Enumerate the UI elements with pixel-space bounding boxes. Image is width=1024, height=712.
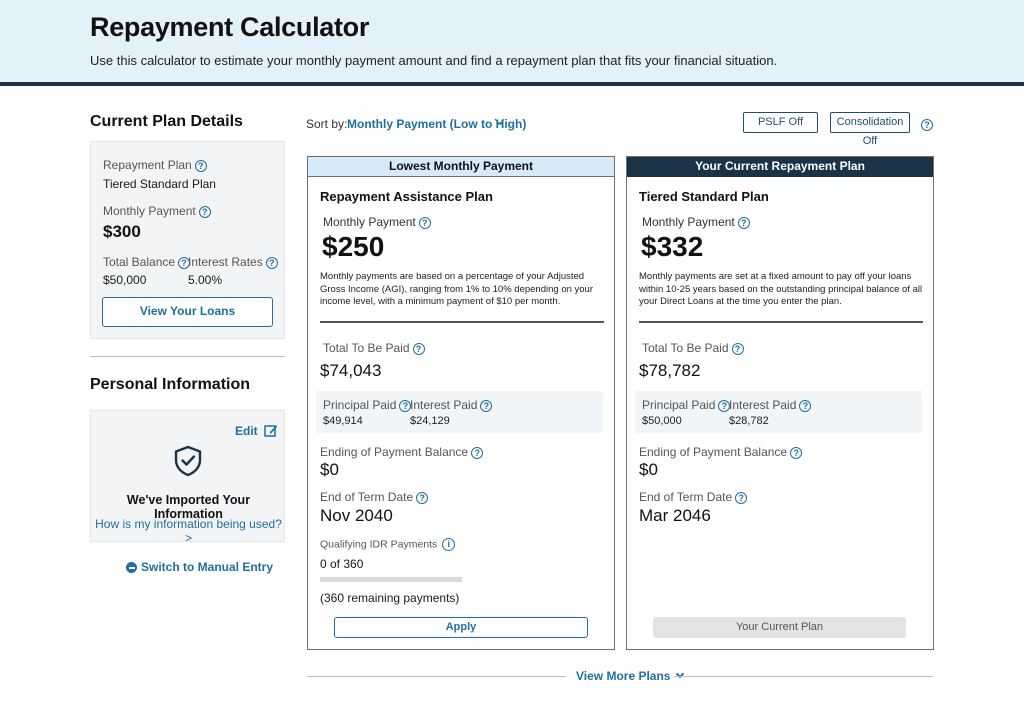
principal-paid-label: Principal Paid? <box>323 398 412 412</box>
repayment-plan-label: Repayment Plan? <box>103 158 207 172</box>
help-icon[interactable]: ? <box>480 399 493 412</box>
plan-card-tiered-standard: Your Current Repayment Plan Tiered Stand… <box>626 156 934 650</box>
help-icon[interactable]: ? <box>418 216 431 229</box>
info-usage-link[interactable]: How is my information being used? > <box>95 517 282 545</box>
plan-name: Repayment Assistance Plan <box>320 189 493 204</box>
imported-heading: We've Imported Your Information <box>126 493 251 521</box>
view-more-plans-button[interactable]: View More Plans <box>576 669 685 683</box>
idr-progress-bar <box>320 577 462 582</box>
help-icon[interactable]: ? <box>265 256 278 269</box>
monthly-payment-value: $300 <box>103 222 141 241</box>
ending-balance-label: Ending of Payment Balance? <box>320 445 484 459</box>
repayment-plan-value: Tiered Standard Plan <box>103 177 216 191</box>
plan-name: Tiered Standard Plan <box>639 189 769 204</box>
help-icon[interactable]: ? <box>178 256 191 269</box>
end-term-label: End of Term Date? <box>639 490 748 504</box>
edit-icon <box>264 424 278 440</box>
qualifying-idr-value: 0 of 360 <box>320 557 364 571</box>
end-term-value: Nov 2040 <box>320 506 393 525</box>
help-icon[interactable]: ? <box>412 342 425 355</box>
help-icon[interactable]: ? <box>731 342 744 355</box>
consolidation-toggle[interactable]: Consolidation Off <box>830 112 910 147</box>
end-term-label: End of Term Date? <box>320 490 429 504</box>
principal-paid-value: $50,000 <box>642 415 682 427</box>
divider <box>90 356 285 357</box>
interest-paid-value: $24,129 <box>410 415 450 427</box>
lowest-payment-badge: Lowest Monthly Payment <box>308 157 614 177</box>
switch-manual-entry-link[interactable]: Switch to Manual Entry <box>126 560 273 574</box>
your-current-plan-button: Your Current Plan <box>653 617 906 638</box>
plan-card-repayment-assistance: Lowest Monthly Payment Repayment Assista… <box>307 156 615 650</box>
plan-description: Monthly payments are set at a fixed amou… <box>639 271 923 307</box>
interest-rates-value: 5.00% <box>188 273 223 287</box>
total-paid-label: Total To Be Paid? <box>323 341 425 355</box>
help-icon[interactable]: ? <box>198 205 211 218</box>
edit-link[interactable]: Edit <box>235 424 278 440</box>
monthly-payment-value: $332 <box>641 231 704 262</box>
page-title: Repayment Calculator <box>90 12 370 42</box>
sort-label: Sort by: <box>306 117 348 131</box>
interest-rates-label: Interest Rates? <box>188 255 278 269</box>
current-plan-card: Repayment Plan? Tiered Standard Plan Mon… <box>90 141 285 339</box>
total-balance-label: Total Balance? <box>103 255 191 269</box>
total-paid-value: $74,043 <box>320 361 382 380</box>
page-header: Repayment Calculator Use this calculator… <box>0 0 1024 86</box>
interest-paid-label: Interest Paid? <box>729 398 812 412</box>
help-icon[interactable]: ? <box>921 116 933 134</box>
view-your-loans-button[interactable]: View Your Loans <box>102 297 273 327</box>
pslf-toggle[interactable]: PSLF Off <box>743 112 818 133</box>
shield-check-icon <box>173 445 203 482</box>
ending-balance-label: Ending of Payment Balance? <box>639 445 803 459</box>
current-plan-heading: Current Plan Details <box>90 113 243 130</box>
principal-interest-panel: Principal Paid? $50,000 Interest Paid? $… <box>635 391 922 433</box>
qualifying-idr-label: Qualifying IDR Payments i <box>320 538 456 551</box>
ending-balance-value: $0 <box>320 460 339 479</box>
help-icon[interactable]: ? <box>735 491 748 504</box>
help-icon[interactable]: ? <box>799 399 812 412</box>
personal-info-heading: Personal Information <box>90 376 251 393</box>
help-icon[interactable]: ? <box>718 399 731 412</box>
monthly-payment-value: $250 <box>322 231 385 262</box>
end-term-value: Mar 2046 <box>639 506 711 525</box>
interest-paid-label: Interest Paid? <box>410 398 493 412</box>
minus-circle-icon <box>126 562 137 574</box>
divider <box>639 321 923 323</box>
total-paid-value: $78,782 <box>639 361 701 380</box>
help-icon[interactable]: ? <box>399 399 412 412</box>
personal-info-card: Edit We've Imported Your Information How… <box>90 410 285 545</box>
help-icon[interactable]: ? <box>737 216 750 229</box>
divider <box>307 676 566 677</box>
apply-button[interactable]: Apply <box>334 617 588 638</box>
total-balance-value: $50,000 <box>103 273 147 287</box>
divider <box>674 676 933 677</box>
monthly-payment-label: Monthly Payment? <box>323 215 431 229</box>
page-subtitle: Use this calculator to estimate your mon… <box>90 53 778 68</box>
interest-paid-value: $28,782 <box>729 415 769 427</box>
info-icon[interactable]: i <box>442 538 456 551</box>
ending-balance-value: $0 <box>639 460 658 479</box>
plan-description: Monthly payments are based on a percenta… <box>320 271 593 307</box>
principal-paid-label: Principal Paid? <box>642 398 731 412</box>
current-plan-badge: Your Current Repayment Plan <box>627 157 933 177</box>
remaining-payments: (360 remaining payments) <box>320 591 460 605</box>
help-icon[interactable]: ? <box>194 159 207 172</box>
total-paid-label: Total To Be Paid? <box>642 341 744 355</box>
principal-paid-value: $49,914 <box>323 415 363 427</box>
divider <box>320 321 604 323</box>
help-icon[interactable]: ? <box>471 446 484 459</box>
help-icon[interactable]: ? <box>790 446 803 459</box>
monthly-payment-label: Monthly Payment? <box>642 215 750 229</box>
principal-interest-panel: Principal Paid? $49,914 Interest Paid? $… <box>316 391 603 433</box>
help-icon[interactable]: ? <box>416 491 429 504</box>
sort-dropdown[interactable]: Monthly Payment (Low to High) <box>347 117 527 131</box>
monthly-payment-label: Monthly Payment? <box>103 204 211 218</box>
